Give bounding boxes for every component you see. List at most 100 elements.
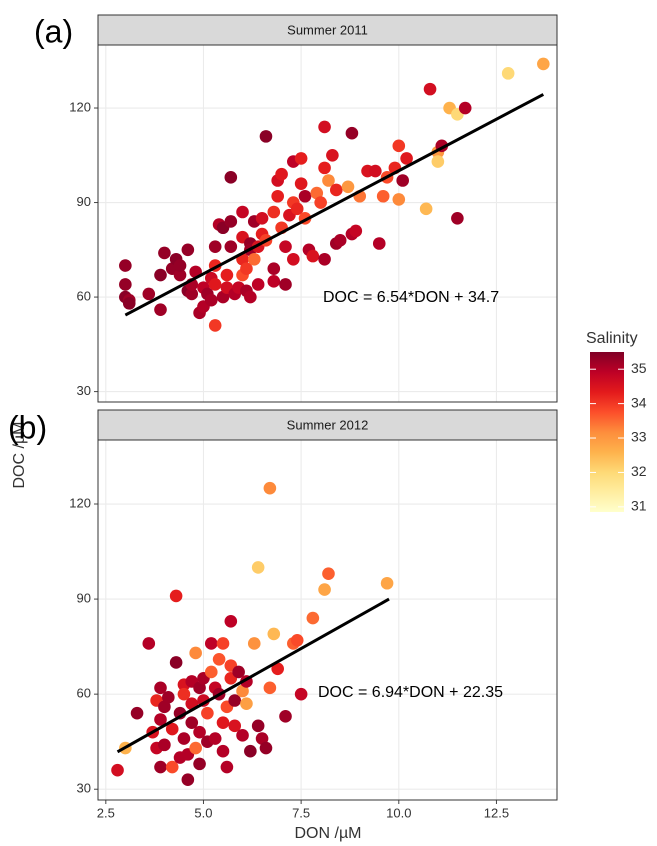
- data-point: [294, 177, 308, 190]
- data-point: [306, 611, 320, 625]
- data-point: [267, 262, 281, 276]
- annotation: DOC = 6.54*DON + 34.7: [323, 289, 499, 306]
- data-point: [263, 681, 277, 695]
- data-point: [271, 662, 284, 676]
- data-point: [208, 319, 222, 332]
- x-axis-title: DON /µM: [295, 825, 362, 842]
- data-point: [380, 576, 394, 590]
- data-point: [458, 101, 472, 115]
- data-point: [259, 741, 273, 755]
- data-point: [193, 681, 206, 695]
- color-bar: [590, 352, 624, 512]
- data-point: [392, 139, 406, 153]
- y-tick-label: 120: [69, 99, 91, 114]
- data-point: [185, 716, 199, 729]
- data-point: [333, 234, 347, 247]
- data-point: [349, 224, 363, 238]
- data-point: [341, 180, 355, 194]
- x-tick-label: 12.5: [484, 805, 509, 820]
- panel: 30 60 90 120 DOC = 6.54*DON + 34.7 Summer 201…: [34, 13, 558, 403]
- data-point: [369, 164, 382, 178]
- data-point: [279, 278, 292, 291]
- data-point: [119, 278, 132, 291]
- data-point: [247, 252, 261, 266]
- data-point: [220, 760, 234, 774]
- y-tick-label: 120: [69, 495, 91, 510]
- fit-line: [116, 597, 390, 754]
- data-point: [154, 760, 167, 774]
- data-point: [244, 290, 257, 304]
- data-point: [345, 126, 359, 140]
- x-tick-label: 7.5: [292, 805, 310, 820]
- data-point: [189, 646, 202, 660]
- data-point: [251, 719, 265, 733]
- data-point: [431, 155, 445, 168]
- y-tick-label: 60: [77, 289, 91, 304]
- data-point: [212, 652, 226, 666]
- data-point: [290, 202, 304, 216]
- data-point: [298, 189, 312, 203]
- data-point: [204, 665, 218, 679]
- y-axis-title: DOC /µM: [11, 422, 28, 489]
- data-point: [216, 716, 230, 729]
- data-point: [271, 189, 284, 203]
- data-point: [400, 152, 413, 165]
- data-point: [216, 744, 230, 758]
- panel-label: (b): [8, 409, 47, 445]
- color-tick-label: 32: [631, 463, 647, 479]
- data-point: [275, 167, 288, 181]
- y-tick-label: 30: [77, 383, 91, 398]
- color-tick-label: 33: [631, 429, 647, 445]
- data-point: [267, 275, 281, 288]
- data-point: [501, 67, 515, 80]
- data-point: [451, 212, 464, 225]
- data-point: [220, 268, 234, 282]
- data-point: [294, 152, 308, 165]
- y-tick-label: 60: [77, 686, 91, 701]
- data-point: [181, 773, 195, 787]
- data-point: [169, 589, 183, 603]
- data-point: [142, 637, 156, 650]
- y-tick-label: 90: [77, 591, 91, 606]
- data-point: [392, 193, 406, 206]
- data-point: [372, 237, 386, 250]
- data-point: [224, 215, 238, 228]
- data-point: [173, 268, 187, 282]
- data-point: [216, 637, 230, 650]
- plot-background: [98, 45, 557, 402]
- data-point: [279, 710, 292, 723]
- data-point: [204, 637, 218, 650]
- data-point: [158, 738, 171, 752]
- data-point: [122, 297, 136, 310]
- data-point: [267, 627, 281, 641]
- data-point: [165, 722, 179, 736]
- data-point: [318, 583, 331, 596]
- data-point: [208, 278, 222, 291]
- data-point: [181, 243, 195, 257]
- data-point: [177, 732, 191, 745]
- data-point: [310, 186, 324, 200]
- y-tick-label: 90: [77, 194, 91, 209]
- data-point: [154, 303, 167, 316]
- data-point: [537, 57, 550, 71]
- strip: [97, 14, 558, 46]
- data-point: [173, 259, 187, 272]
- data-point: [287, 252, 300, 266]
- strip: [97, 409, 558, 441]
- legend-title: Salinity: [586, 330, 638, 347]
- data-point: [240, 697, 253, 710]
- data-point: [329, 183, 343, 197]
- data-point: [208, 240, 222, 253]
- data-point: [130, 706, 144, 720]
- data-point: [314, 196, 327, 209]
- data-point: [263, 481, 277, 495]
- data-point: [154, 681, 167, 695]
- data-point: [111, 763, 124, 777]
- data-point: [193, 725, 206, 739]
- data-point: [216, 290, 230, 304]
- data-point: [228, 719, 242, 733]
- data-point: [251, 561, 265, 574]
- data-point: [169, 656, 183, 669]
- data-point: [267, 205, 281, 219]
- data-point: [158, 246, 171, 260]
